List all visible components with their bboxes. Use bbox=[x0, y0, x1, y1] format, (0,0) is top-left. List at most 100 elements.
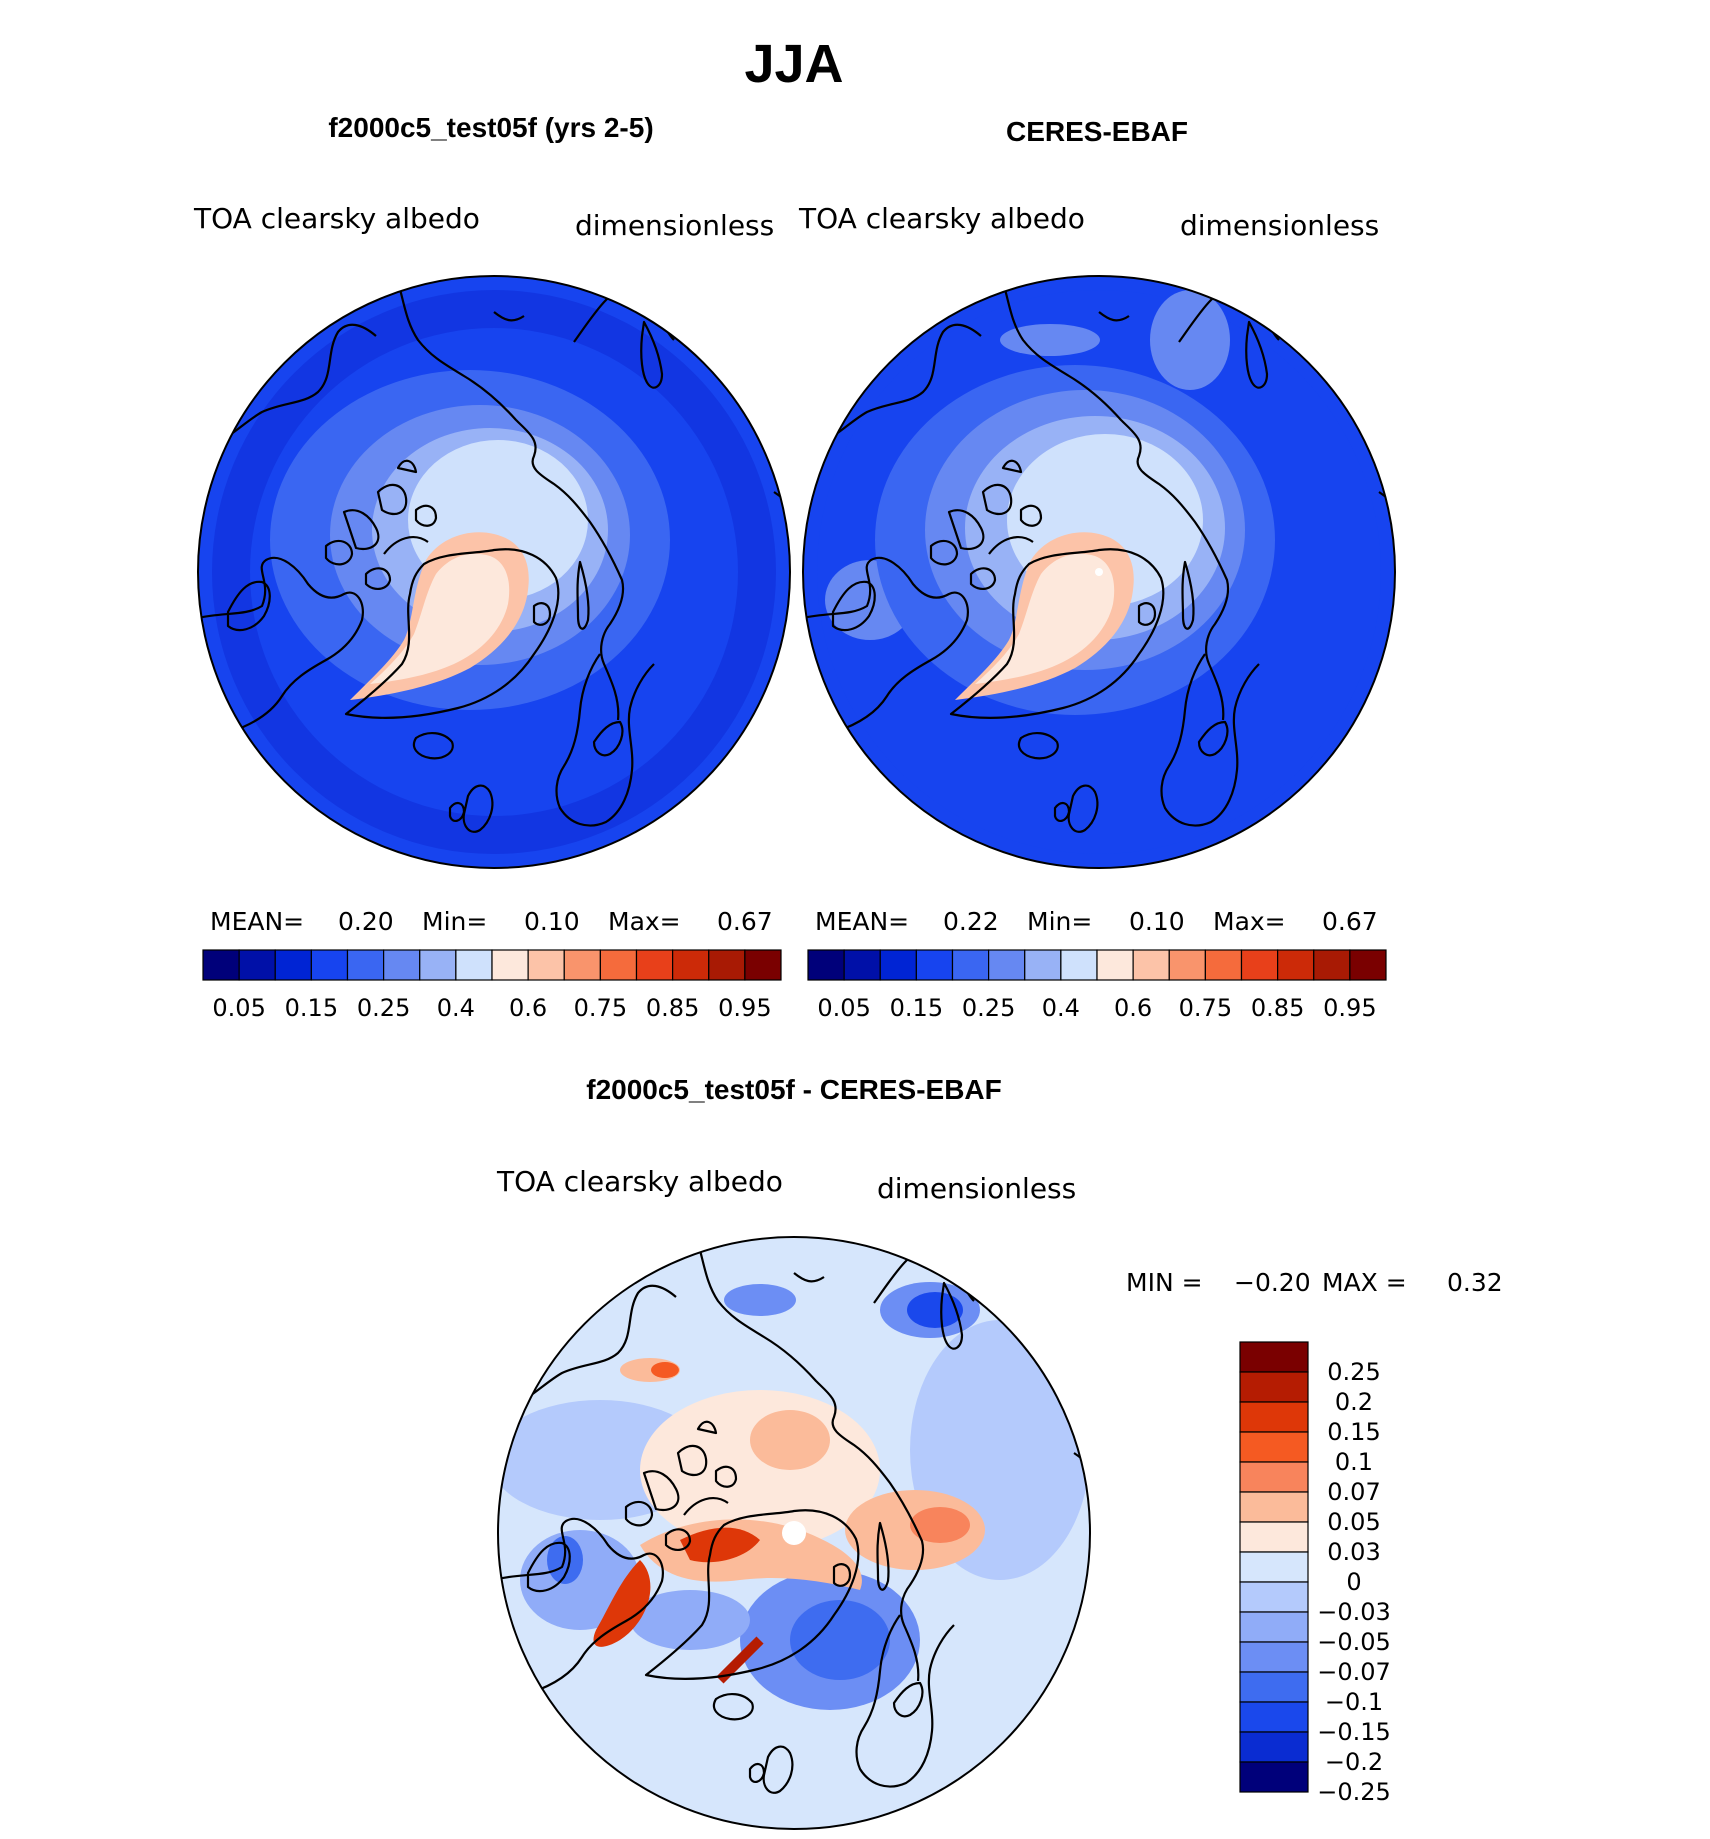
panel-obs-colorbar-swatch-11 bbox=[1204, 949, 1243, 981]
panel-model-colorbar-tick-label: 0.15 bbox=[285, 994, 338, 1022]
panel-model-min-value: 0.10 bbox=[524, 907, 580, 936]
panel-model-colorbar-swatch-4 bbox=[346, 949, 385, 981]
panel-diff-max-value: 0.32 bbox=[1447, 1268, 1503, 1297]
panel-obs-colorbar-swatch-2 bbox=[879, 949, 917, 981]
panel-model-colorbar-swatch-15 bbox=[744, 949, 782, 981]
panel-model-colorbar-swatch-13 bbox=[672, 949, 710, 981]
panel-model-max-label: Max= bbox=[608, 907, 681, 936]
panel-obs-max-label: Max= bbox=[1213, 907, 1286, 936]
panel-diff-variable: TOA clearsky albedo bbox=[496, 1165, 783, 1198]
panel-model-min-label: Min= bbox=[422, 907, 487, 936]
panel-model-border bbox=[197, 275, 791, 869]
panel-obs-colorbar-swatch-5 bbox=[988, 949, 1026, 981]
panel-model-colorbar-swatch-1 bbox=[238, 949, 276, 981]
panel-obs-max-value: 0.67 bbox=[1322, 907, 1378, 936]
panel-diff-colorbar-swatch-10 bbox=[1239, 1641, 1309, 1673]
panel-model-colorbar-swatch-0 bbox=[202, 949, 240, 981]
panel-model-colorbar-tick-label: 0.85 bbox=[646, 994, 699, 1022]
panel-model-colorbar-swatch-14 bbox=[708, 949, 746, 981]
panel-obs-colorbar-swatch-12 bbox=[1240, 949, 1279, 981]
panel-obs-colorbar: 0.05 0.15 0.25 0.4 0.6 0.75 0.85 0.95 bbox=[807, 949, 1387, 1022]
panel-diff-colorbar-swatch-5 bbox=[1239, 1491, 1309, 1523]
panel-obs-units: dimensionless bbox=[1180, 209, 1379, 242]
panel-model-mean-label: MEAN= bbox=[210, 907, 304, 936]
panel-model-colorbar-swatch-12 bbox=[635, 949, 674, 981]
panel-diff-colorbar-swatch-7 bbox=[1239, 1551, 1309, 1583]
panel-diff-title: f2000c5_test05f - CERES-EBAF bbox=[586, 1074, 1002, 1105]
panel-obs-colorbar-swatch-14 bbox=[1313, 949, 1351, 981]
panel-model-colorbar-swatch-9 bbox=[527, 949, 565, 981]
panel-obs-colorbar-swatch-0 bbox=[807, 949, 845, 981]
panel-diff-colorbar-tick-label: 0.07 bbox=[1327, 1478, 1380, 1506]
panel-obs-mean-value: 0.22 bbox=[943, 907, 999, 936]
panel-model-colorbar: 0.05 0.15 0.25 0.4 0.6 0.75 0.85 0.95 bbox=[202, 949, 782, 1022]
panel-diff-colorbar-swatch-4 bbox=[1239, 1461, 1309, 1493]
panel-diff-colorbar-tick-label: −0.15 bbox=[1317, 1718, 1391, 1746]
panel-diff: f2000c5_test05f - CERES-EBAF TOA clearsk… bbox=[496, 1074, 1503, 1830]
panel-model-colorbar-tick-label: 0.95 bbox=[718, 994, 771, 1022]
panel-model-map bbox=[198, 276, 790, 868]
panel-diff-colorbar-swatch-13 bbox=[1239, 1731, 1309, 1763]
panel-model-colorbar-swatch-3 bbox=[310, 949, 349, 981]
panel-diff-border bbox=[497, 1236, 1091, 1830]
panel-diff-colorbar-swatch-14 bbox=[1239, 1761, 1309, 1793]
panel-model-title: f2000c5_test05f (yrs 2-5) bbox=[328, 112, 653, 143]
panel-obs-colorbar-tick-label: 0.05 bbox=[817, 994, 870, 1022]
panel-obs-colorbar-tick-label: 0.15 bbox=[890, 994, 943, 1022]
panel-diff-colorbar-tick-label: 0.15 bbox=[1327, 1418, 1380, 1446]
panel-obs-variable: TOA clearsky albedo bbox=[798, 202, 1085, 235]
panel-diff-colorbar-tick-label: 0 bbox=[1346, 1568, 1361, 1596]
panel-obs-colorbar-tick-label: 0.4 bbox=[1042, 994, 1080, 1022]
panel-diff-colorbar-tick-label: −0.07 bbox=[1317, 1658, 1391, 1686]
panel-diff-colorbar-swatch-8 bbox=[1239, 1581, 1309, 1613]
panel-diff-colorbar-swatch-0 bbox=[1239, 1341, 1309, 1373]
panel-diff-colorbar-tick-label: −0.2 bbox=[1325, 1748, 1383, 1776]
panel-obs-colorbar-swatch-3 bbox=[915, 949, 954, 981]
panel-diff-colorbar-swatch-11 bbox=[1239, 1671, 1309, 1703]
panel-model-colorbar-swatch-5 bbox=[383, 949, 421, 981]
panel-obs-colorbar-tick-label: 0.75 bbox=[1179, 994, 1232, 1022]
panel-model-variable: TOA clearsky albedo bbox=[193, 202, 480, 235]
panel-diff-colorbar-swatch-2 bbox=[1239, 1401, 1309, 1433]
panel-obs-colorbar-swatch-8 bbox=[1096, 949, 1134, 981]
panel-diff-max-label: MAX = bbox=[1322, 1268, 1407, 1297]
panel-model-colorbar-swatch-7 bbox=[455, 949, 493, 981]
panel-diff-colorbar-tick-label: −0.25 bbox=[1317, 1778, 1391, 1806]
panel-diff-min-label: MIN = bbox=[1126, 1268, 1203, 1297]
panel-model-colorbar-tick-label: 0.75 bbox=[574, 994, 627, 1022]
panel-obs-colorbar-swatch-15 bbox=[1349, 949, 1387, 981]
panel-model-colorbar-swatch-2 bbox=[274, 949, 312, 981]
panel-obs-colorbar-swatch-10 bbox=[1168, 949, 1206, 981]
panel-diff-colorbar-tick-label: −0.05 bbox=[1317, 1628, 1391, 1656]
panel-obs: CERES-EBAF TOA clearsky albedo dimension… bbox=[798, 116, 1396, 1022]
panel-model-colorbar-swatch-6 bbox=[419, 949, 457, 981]
panel-diff-colorbar-swatch-9 bbox=[1239, 1611, 1309, 1643]
panel-obs-colorbar-tick-label: 0.25 bbox=[962, 994, 1015, 1022]
panel-diff-colorbar-swatch-3 bbox=[1239, 1431, 1309, 1463]
panel-diff-colorbar-swatch-6 bbox=[1239, 1521, 1309, 1553]
panel-obs-colorbar-swatch-4 bbox=[951, 949, 990, 981]
panel-model-colorbar-tick-label: 0.25 bbox=[357, 994, 410, 1022]
panel-diff-colorbar-tick-label: 0.03 bbox=[1327, 1538, 1380, 1566]
panel-obs-colorbar-tick-label: 0.6 bbox=[1114, 994, 1152, 1022]
panel-diff-colorbar-tick-label: 0.1 bbox=[1335, 1448, 1373, 1476]
panel-model-colorbar-tick-label: 0.6 bbox=[509, 994, 547, 1022]
panel-obs-border bbox=[802, 275, 1396, 869]
panel-obs-colorbar-swatch-13 bbox=[1277, 949, 1315, 981]
panel-model-colorbar-swatch-8 bbox=[491, 949, 529, 981]
panel-obs-min-label: Min= bbox=[1027, 907, 1092, 936]
figure-title: JJA bbox=[744, 34, 843, 94]
panel-obs-colorbar-swatch-6 bbox=[1024, 949, 1062, 981]
panel-diff-colorbar-swatch-1 bbox=[1239, 1371, 1309, 1403]
panel-obs-colorbar-tick-label: 0.85 bbox=[1251, 994, 1304, 1022]
panel-obs-min-value: 0.10 bbox=[1129, 907, 1185, 936]
panel-diff-colorbar-tick-label: −0.1 bbox=[1325, 1688, 1383, 1716]
panel-diff-map bbox=[498, 1237, 1090, 1829]
panel-obs-colorbar-swatch-9 bbox=[1132, 949, 1170, 981]
panel-model-colorbar-tick-label: 0.4 bbox=[437, 994, 475, 1022]
panel-obs-colorbar-swatch-1 bbox=[843, 949, 881, 981]
panel-obs-colorbar-tick-label: 0.95 bbox=[1323, 994, 1376, 1022]
panel-model-colorbar-swatch-11 bbox=[599, 949, 638, 981]
panel-obs-colorbar-swatch-7 bbox=[1060, 949, 1098, 981]
